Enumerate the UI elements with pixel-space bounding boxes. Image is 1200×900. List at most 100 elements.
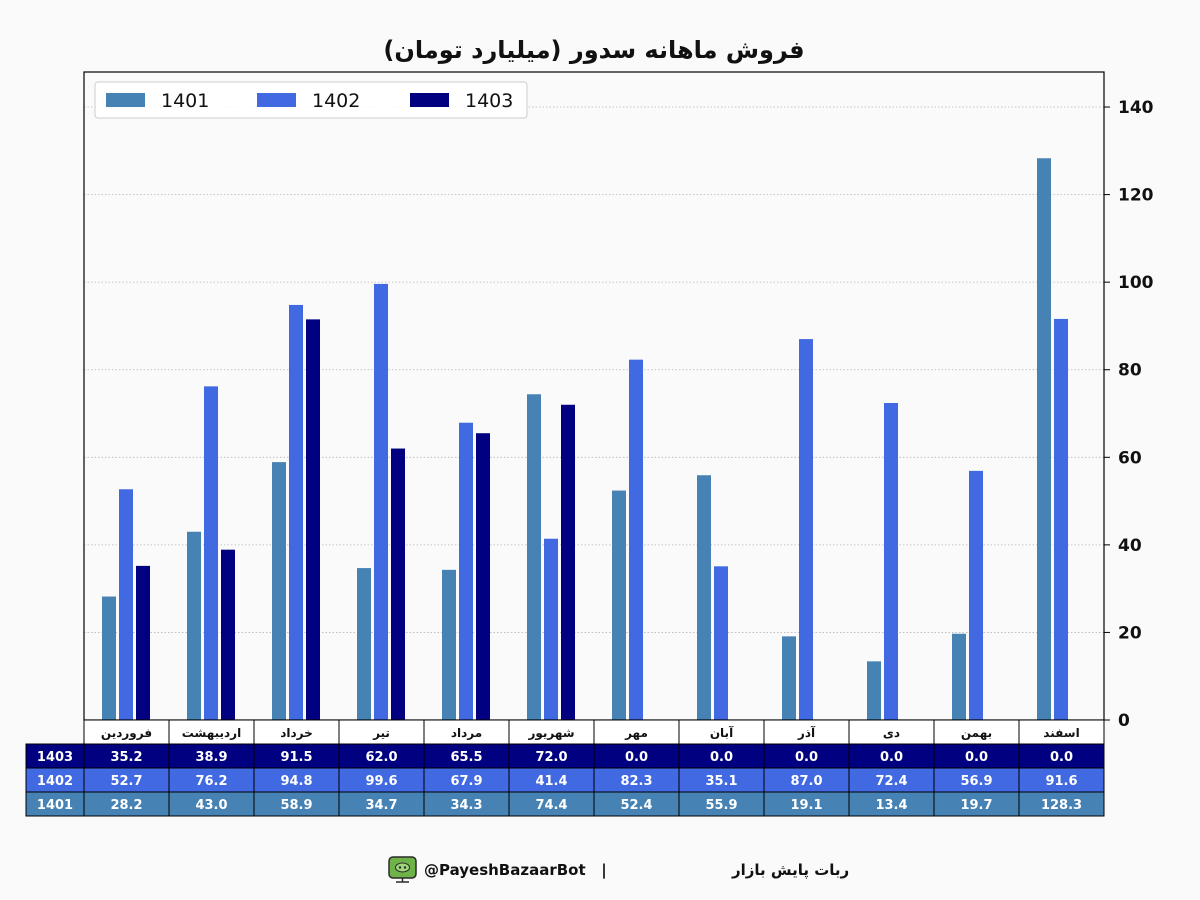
bars — [102, 158, 1068, 721]
bar-1403-2 — [221, 549, 235, 720]
table-cell-value: 0.0 — [795, 750, 818, 765]
y-tick-label: 120 — [1118, 186, 1154, 206]
table-cell-value: 56.9 — [960, 774, 992, 789]
table-row-label-cell — [25, 767, 85, 793]
category-label: مرداد — [451, 726, 482, 740]
bar-1402-7 — [629, 359, 643, 720]
legend-label-1403: 1403 — [465, 90, 513, 112]
bar-1401-8 — [697, 475, 711, 720]
table-cell — [1018, 743, 1105, 769]
table-row-label-cell — [25, 791, 85, 817]
bar-1401-4 — [357, 568, 371, 720]
legend-label-1401: 1401 — [161, 90, 209, 112]
table-cell — [423, 743, 510, 769]
y-tick-label: 140 — [1118, 98, 1154, 118]
table-cell-value: 0.0 — [710, 750, 733, 765]
table-cell-value: 41.4 — [535, 774, 567, 789]
table-cell — [763, 791, 850, 817]
table-cell — [1018, 791, 1105, 817]
bar-1401-9 — [782, 636, 796, 720]
bar-1402-12 — [1054, 318, 1068, 720]
category-label: فروردین — [101, 726, 152, 741]
category-label: شهریور — [527, 726, 574, 741]
legend-label-1402: 1402 — [312, 90, 360, 112]
bar-1403-3 — [306, 319, 320, 720]
bar-1401-5 — [442, 569, 456, 720]
table-cell-value: 19.7 — [960, 798, 992, 813]
bar-1402-2 — [204, 386, 218, 720]
footer-separator: | — [601, 861, 606, 880]
table-cell-value: 74.4 — [535, 798, 567, 813]
y-tick-label: 60 — [1118, 448, 1142, 468]
table-header-cell — [933, 719, 1020, 745]
table-cell-value: 76.2 — [195, 774, 227, 789]
table-row-label: 1403 — [37, 750, 73, 765]
table-cell-value: 82.3 — [620, 774, 652, 789]
bar-1402-4 — [374, 283, 388, 720]
table-cell-value: 28.2 — [110, 798, 142, 813]
table-cell — [168, 791, 255, 817]
bar-1403-6 — [561, 404, 575, 720]
bar-1402-10 — [884, 403, 898, 720]
grid-lines — [84, 106, 1104, 633]
bar-1401-1 — [102, 596, 116, 720]
table-cell-value: 0.0 — [965, 750, 988, 765]
table-cell-value: 34.7 — [365, 798, 397, 813]
category-label: بهمن — [961, 726, 992, 740]
table-cell — [593, 767, 680, 793]
table-header-cell — [508, 719, 595, 745]
table-cell-value: 52.4 — [620, 798, 652, 813]
bar-1402-8 — [714, 566, 728, 720]
table-cell — [253, 767, 340, 793]
data-table: فروردین اردیبهشت خرداد تیر مرداد شهریور مهر آبا… — [25, 719, 1105, 817]
footer-bot-name: ربات پایش بازار — [731, 861, 849, 880]
category-label: آبان — [710, 725, 734, 740]
category-label: اسفند — [1043, 726, 1079, 740]
bar-1402-3 — [289, 304, 303, 720]
table-cell — [593, 791, 680, 817]
chart-title: فروش ماهانه سدور (میلیارد تومان) — [383, 36, 804, 64]
footer: ربات پایش بازار | @PayeshBazaarBot — [388, 856, 849, 883]
category-label: اردیبهشت — [182, 726, 241, 740]
table-cell — [83, 791, 170, 817]
table-cell-value: 0.0 — [880, 750, 903, 765]
table-cell-value: 65.5 — [450, 750, 482, 765]
table-cell — [423, 791, 510, 817]
table-cell — [83, 767, 170, 793]
table-header-cell — [678, 719, 765, 745]
bar-1402-5 — [459, 422, 473, 720]
table-cell — [1018, 767, 1105, 793]
table-cell — [508, 791, 595, 817]
bar-1402-1 — [119, 489, 133, 720]
bar-1401-12 — [1037, 158, 1051, 721]
y-tick-label: 100 — [1118, 273, 1154, 293]
table-header-cell — [593, 719, 680, 745]
table-cell — [593, 743, 680, 769]
footer-handle: @PayeshBazaarBot — [424, 861, 586, 879]
bar-1403-4 — [391, 448, 405, 720]
table-cell-value: 34.3 — [450, 798, 482, 813]
table-cell — [763, 767, 850, 793]
table-cell — [848, 743, 935, 769]
bar-1401-3 — [272, 462, 286, 720]
table-cell-value: 58.9 — [280, 798, 312, 813]
plot-area-frame — [83, 71, 1105, 721]
table-cell — [83, 743, 170, 769]
table-cell — [253, 791, 340, 817]
table-cell-value: 52.7 — [110, 774, 142, 789]
category-label: آذر — [797, 725, 816, 740]
table-cell-value: 91.6 — [1045, 774, 1077, 789]
legend-frame — [94, 81, 528, 119]
table-cell — [933, 791, 1020, 817]
bar-1403-5 — [476, 433, 490, 720]
table-cell — [508, 743, 595, 769]
table-cell — [168, 743, 255, 769]
table-cell-value: 35.2 — [110, 750, 142, 765]
table-cell-value: 62.0 — [365, 750, 397, 765]
y-tick-label: 80 — [1118, 361, 1142, 381]
bar-1401-2 — [187, 531, 201, 720]
y-tick-label: 20 — [1118, 623, 1142, 643]
table-cell-value: 99.6 — [365, 774, 397, 789]
table-cell-value: 19.1 — [790, 798, 822, 813]
